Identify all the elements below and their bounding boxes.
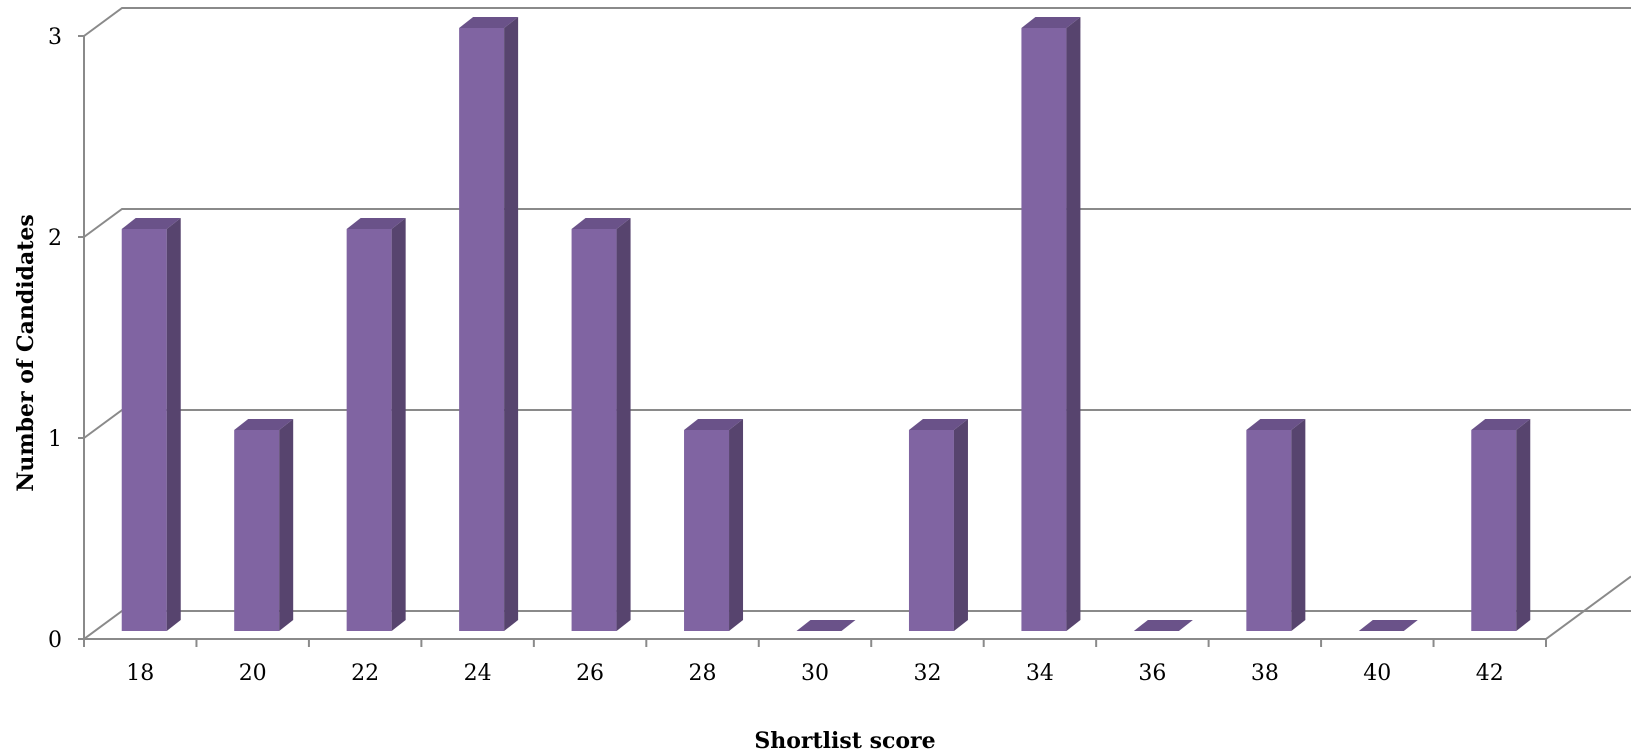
y-axis-title: Number of Candidates: [13, 214, 39, 492]
gridline: [83, 7, 1631, 37]
x-tick-label: 36: [1138, 661, 1166, 686]
bar-top: [1358, 620, 1418, 631]
x-tick-label: 26: [576, 661, 604, 686]
bar-front: [908, 430, 954, 631]
x-tick-label: 32: [913, 661, 941, 686]
bar: [796, 620, 856, 631]
bar: [234, 419, 294, 631]
bar-top: [684, 419, 744, 430]
bar-top: [121, 218, 181, 229]
bar-side: [1516, 419, 1531, 631]
bar: [121, 218, 181, 631]
bar-side: [953, 419, 968, 631]
bar-top: [908, 419, 968, 430]
grid-lines: [83, 7, 1631, 640]
x-tick-label: 22: [351, 661, 379, 686]
bar-side: [616, 218, 631, 631]
bar-top: [1246, 419, 1306, 430]
bar-side: [1066, 17, 1081, 631]
y-tick-label: 0: [48, 628, 62, 653]
tick-labels: 0 1 2 3 18 20 22 24 26 28 30 32 34 36 38 40 42: [48, 25, 1504, 686]
bar-front: [1471, 430, 1517, 631]
bar: [1246, 419, 1306, 631]
x-tick-label: 20: [239, 661, 267, 686]
bar: [571, 218, 631, 631]
bar-front: [571, 229, 617, 631]
bar-side: [504, 17, 519, 631]
y-tick-label: 2: [48, 226, 62, 251]
gridline: [83, 409, 1631, 439]
bar: [908, 419, 968, 631]
bar-top: [234, 419, 294, 430]
bar-top: [1133, 620, 1193, 631]
x-tick-label: 28: [689, 661, 717, 686]
x-tick-label: 40: [1363, 661, 1391, 686]
axes: [78, 35, 1547, 647]
bar-front: [459, 28, 505, 631]
x-tick-label: 30: [801, 661, 829, 686]
bar-top: [346, 218, 406, 229]
bar-side: [391, 218, 406, 631]
bar-top: [1021, 17, 1081, 28]
bar-side: [279, 419, 294, 631]
bar-front: [1021, 28, 1067, 631]
bars: [121, 17, 1531, 631]
x-axis-title: Shortlist score: [754, 728, 935, 752]
y-tick-label: 1: [48, 427, 62, 452]
bar-top: [571, 218, 631, 229]
bar: [1358, 620, 1418, 631]
bar-front: [346, 229, 392, 631]
floor-edge: [1545, 575, 1631, 640]
bar: [459, 17, 519, 631]
bar: [1021, 17, 1081, 631]
bar: [1133, 620, 1193, 631]
bar-top: [459, 17, 519, 28]
bar: [346, 218, 406, 631]
gridline: [83, 208, 1631, 238]
bar-front: [234, 430, 280, 631]
x-tick-label: 24: [464, 661, 492, 686]
y-tick-label: 3: [48, 25, 62, 50]
bar-side: [166, 218, 181, 631]
x-tick-label: 34: [1026, 661, 1054, 686]
bar-front: [1246, 430, 1292, 631]
bar: [1471, 419, 1531, 631]
bar-top: [1471, 419, 1531, 430]
x-tick-label: 18: [126, 661, 154, 686]
bar: [684, 419, 744, 631]
bar-front: [121, 229, 167, 631]
x-tick-label: 42: [1476, 661, 1504, 686]
bar-top: [796, 620, 856, 631]
bar-side: [1291, 419, 1306, 631]
bar-side: [729, 419, 744, 631]
x-tick-label: 38: [1251, 661, 1279, 686]
bar-front: [684, 430, 730, 631]
